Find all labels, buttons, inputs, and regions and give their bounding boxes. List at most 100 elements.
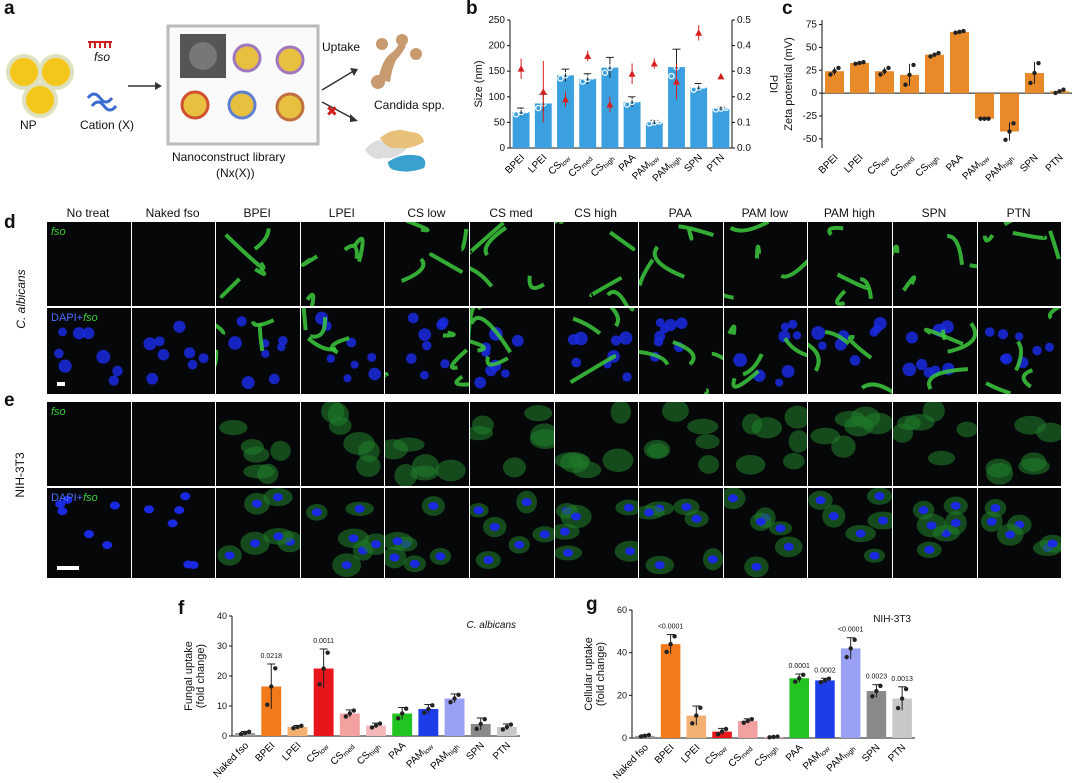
- data-point: [295, 724, 300, 730]
- data-point: [403, 706, 409, 711]
- column-header: CS low: [407, 206, 446, 220]
- x-tick-label: PTN: [705, 152, 727, 174]
- nanoparticle-icon: [6, 54, 74, 118]
- bar-size: [579, 78, 597, 148]
- data-point: [664, 649, 669, 655]
- data-point: [886, 65, 891, 71]
- data-point: [646, 732, 652, 738]
- x-tick-label: BPEI: [817, 152, 841, 176]
- data-point: [638, 734, 644, 739]
- chart-zeta-potential: -50 -25 0 25 50 75 Zeta potential (mV) BPEI LPEI…: [783, 20, 1072, 185]
- chart-size-pdi: 0 50 100 150 200 250 0.0 0.1 0.2 0.3 0.4 0.5 Size (n…: [473, 15, 779, 184]
- library-label: Nanoconstruct library: [172, 150, 286, 164]
- data-point: [775, 734, 780, 739]
- data-point: [957, 29, 962, 35]
- x-tick-label: SPN: [860, 742, 882, 764]
- x-tick-label: PAA: [387, 740, 409, 762]
- data-point: [801, 672, 806, 678]
- micrograph-cell: [470, 488, 554, 578]
- chart-fungal-uptake: 0 10 20 30 40 Fungal uptake (fold change) C. al…: [183, 611, 520, 780]
- x-tick-label: Naked fso: [212, 740, 252, 780]
- micrograph-cell: [385, 222, 469, 306]
- data-point: [911, 62, 916, 68]
- bar-zeta: [950, 31, 969, 94]
- data-point: [399, 711, 405, 716]
- data-point: [818, 679, 824, 685]
- x-tick-label: CShigh: [355, 740, 383, 768]
- data-point: [678, 54, 685, 62]
- data-point: [500, 727, 506, 732]
- data-point: [903, 82, 908, 87]
- x-tick-label: PAMhigh: [984, 152, 1017, 185]
- data-point: [246, 729, 252, 734]
- y2-tick-label: 0.5: [737, 15, 751, 26]
- np-label: NP: [20, 118, 37, 132]
- data-point: [1036, 60, 1041, 66]
- data-point: [1028, 80, 1033, 86]
- scale-bar: [57, 382, 65, 386]
- x-tick-label: CSmed: [888, 152, 916, 180]
- x-tick-label: CSlow: [866, 152, 892, 178]
- x-tick-label: LPEI: [679, 742, 702, 765]
- data-point: [351, 708, 357, 713]
- data-point: [690, 721, 695, 726]
- chart-annotation: C. albicans: [467, 620, 516, 631]
- data-point: [694, 713, 699, 718]
- y-tick-label: 40: [617, 648, 627, 658]
- x-tick-label: CShigh: [914, 152, 942, 180]
- data-point: [771, 734, 776, 740]
- y-tick-label: 75: [806, 20, 818, 31]
- x-tick-label: PTN: [886, 742, 908, 764]
- pdi-marker: [606, 100, 614, 108]
- fso-label: fso: [94, 50, 111, 64]
- micrograph-cell: [216, 308, 300, 394]
- data-point: [343, 714, 349, 719]
- panel-label-d: d: [4, 212, 16, 233]
- y-axis-label: Zeta potential (mV): [783, 37, 795, 131]
- column-header: No treat: [66, 206, 110, 220]
- data-point: [848, 646, 853, 651]
- micrograph-cell: [639, 488, 723, 578]
- data-point: [878, 683, 883, 689]
- data-point: [961, 28, 966, 34]
- channel-label-fso: fso: [51, 226, 66, 238]
- bar-uptake: [287, 727, 308, 736]
- bar-uptake: [737, 720, 758, 738]
- data-point: [1032, 70, 1037, 76]
- micrograph-cell: [639, 222, 723, 306]
- data-point: [504, 724, 510, 730]
- data-point: [836, 65, 841, 71]
- bar-size: [668, 67, 685, 148]
- y-axis-label: Fungal uptake: [183, 641, 195, 711]
- x-tick-label: PAMhigh: [825, 742, 858, 775]
- data-point: [1011, 121, 1016, 126]
- cation-icon: [86, 92, 118, 112]
- bar-uptake: [339, 713, 360, 736]
- data-point: [535, 104, 542, 112]
- bar-uptake: [840, 648, 861, 738]
- data-point: [895, 705, 901, 711]
- x-tick-label: PAMhigh: [429, 740, 462, 773]
- data-point: [857, 60, 862, 66]
- schematic-diagram: ✖: [6, 24, 426, 172]
- x-tick-label: PAA: [784, 742, 806, 764]
- data-point: [986, 116, 991, 121]
- data-point: [242, 730, 248, 736]
- x-tick-label: CShigh: [753, 742, 781, 770]
- fso-oligo-icon: [88, 41, 112, 48]
- data-point: [1057, 89, 1062, 94]
- y-axis-label-unit: (fold change): [595, 642, 607, 706]
- micrograph-cell: fso: [47, 402, 131, 486]
- data-point: [522, 106, 530, 114]
- bar-uptake: [789, 678, 810, 738]
- column-header: PTN: [1006, 206, 1031, 220]
- micrograph-cell: [977, 488, 1062, 578]
- p-value-label: 0.0013: [891, 676, 913, 683]
- micrograph-cell: [131, 308, 216, 394]
- column-header: Naked fso: [145, 206, 200, 220]
- channel-label-fso: fso: [51, 406, 66, 418]
- data-point: [1007, 129, 1012, 134]
- data-point: [557, 75, 564, 82]
- micrograph-cell: [554, 308, 639, 394]
- data-point: [982, 116, 987, 121]
